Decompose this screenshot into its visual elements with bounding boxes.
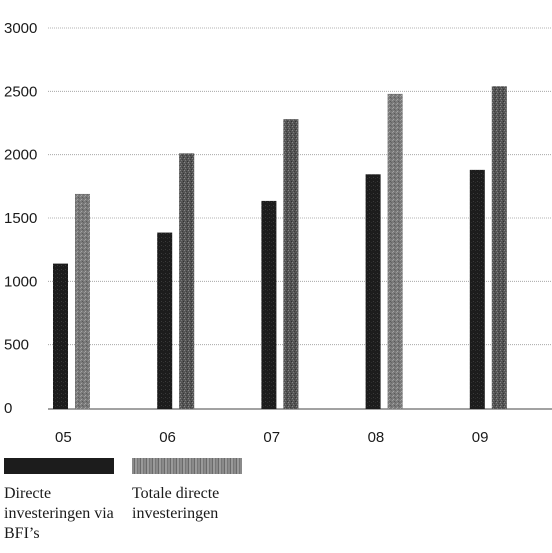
bar-totale-09 xyxy=(491,86,507,410)
y-tick-label: 2000 xyxy=(4,147,37,164)
bar-totale-07 xyxy=(283,119,299,409)
bar-totale-06 xyxy=(179,153,195,409)
x-tick-label: 09 xyxy=(472,429,489,446)
x-tick-label: 07 xyxy=(263,429,280,446)
x-tick-label: 05 xyxy=(55,429,72,446)
bar-totale-05 xyxy=(75,193,90,409)
y-tick-label: 2500 xyxy=(4,83,37,100)
y-tick-label: 0 xyxy=(4,400,12,417)
bar-directe-06 xyxy=(157,232,173,409)
bar-directe-05 xyxy=(53,263,68,409)
legend-swatch-grey xyxy=(132,458,242,474)
x-tick-label: 08 xyxy=(368,429,385,446)
y-tick-label: 500 xyxy=(4,337,29,354)
legend-label: Totale directe investeringen xyxy=(132,485,220,522)
legend-swatch-dark xyxy=(4,458,114,474)
legend-item-directe: Directe investeringen via BFI’s xyxy=(4,458,132,544)
bar-directe-07 xyxy=(261,200,277,409)
bar-chart: 0 500 1000 1500 2000 2500 3000 05 06 07 08 09 xyxy=(4,20,552,446)
x-tick-label: 06 xyxy=(159,429,176,446)
y-tick-label: 1000 xyxy=(4,273,37,290)
bar-directe-08 xyxy=(365,174,381,409)
y-tick-label: 1500 xyxy=(4,210,37,227)
legend-item-totale: Totale directe investeringen xyxy=(132,458,260,524)
bar-totale-08 xyxy=(387,93,403,409)
bar-directe-09 xyxy=(469,169,485,409)
legend-label: Directe investeringen via BFI’s xyxy=(4,485,114,542)
y-tick-label: 3000 xyxy=(4,20,37,37)
